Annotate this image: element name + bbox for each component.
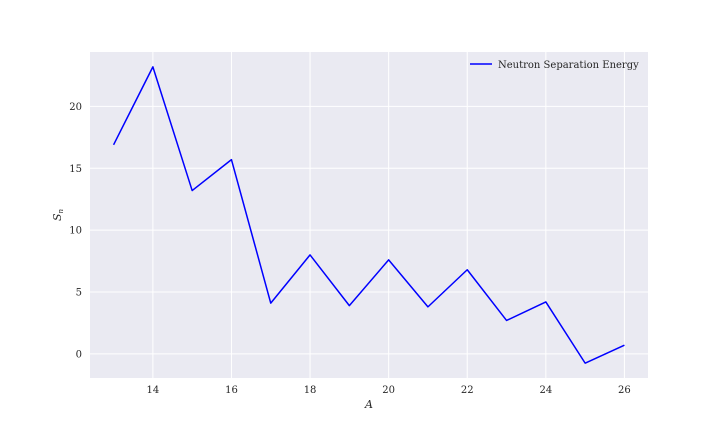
series-line — [112, 66, 625, 364]
y-axis-label-main: S — [51, 213, 64, 221]
y-tick-label: 5 — [76, 288, 82, 299]
y-tick-label: 0 — [76, 349, 82, 360]
x-tick-label: 14 — [147, 385, 160, 396]
y-tick-label: 15 — [69, 164, 82, 175]
y-axis-label: Sn — [51, 208, 65, 221]
y-tick-label: 20 — [69, 102, 82, 113]
x-tick-labels: 14 16 18 20 22 24 26 — [147, 385, 631, 396]
x-tick-label: 24 — [539, 385, 552, 396]
y-tick-labels: 0 5 10 15 20 — [69, 102, 82, 360]
x-tick-label: 16 — [225, 385, 238, 396]
x-tick-label: 26 — [618, 385, 631, 396]
x-tick-label: 20 — [382, 385, 395, 396]
y-axis-label-sub: n — [57, 208, 65, 213]
legend-label: Neutron Separation Energy — [498, 60, 639, 71]
x-tick-label: 18 — [304, 385, 317, 396]
svg-text:Sn: Sn — [51, 208, 65, 221]
x-tick-label: 22 — [461, 385, 474, 396]
x-axis-label: A — [364, 398, 373, 411]
series-layer — [112, 66, 625, 364]
y-tick-label: 10 — [69, 226, 82, 237]
grid — [90, 52, 648, 378]
legend: Neutron Separation Energy — [470, 60, 639, 71]
plot-background — [90, 52, 648, 378]
